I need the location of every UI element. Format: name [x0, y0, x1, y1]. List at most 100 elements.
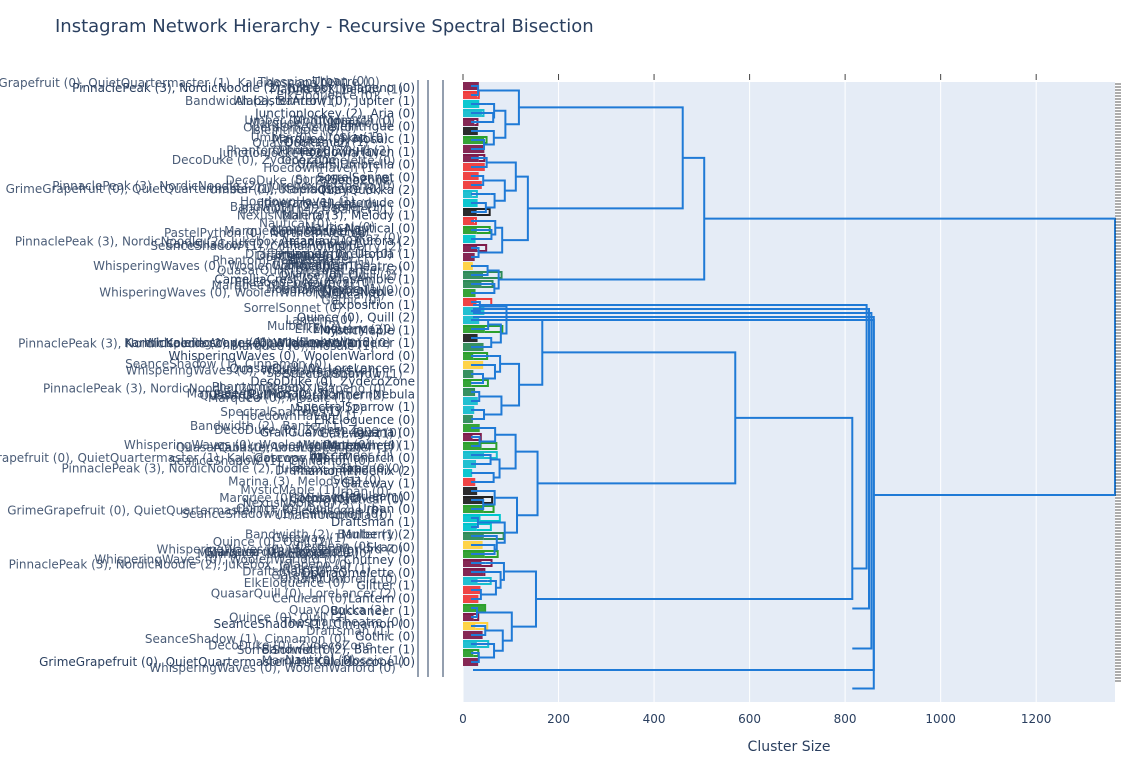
leaf-label-overlap: MysticMaple (1) — [240, 483, 335, 497]
leaf-cluster-block — [463, 82, 479, 90]
leaf-label: KarmicKaleidoscope (0), WildflowerWander… — [124, 336, 415, 350]
leaf-cluster-block — [463, 487, 478, 495]
leaf-label: Gothic (0) — [355, 630, 415, 644]
leaf-label-overlap: WhisperingWaves (0), WoolenWarlord (0) — [144, 336, 391, 350]
leaf-label: QuasarQuill (0), LoreLancer (2) — [229, 362, 415, 376]
leaf-label-overlap: Umber (0), Utopia (1) — [209, 182, 338, 196]
leaf-label: Nautical (0) — [345, 221, 415, 235]
x-tick-label-200: 200 — [547, 712, 570, 726]
leaf-label: Waterwheel (1) — [323, 438, 415, 452]
leaf-label-overlap: Marina (3), Melody (1) — [197, 547, 330, 561]
leaf-cluster-block — [463, 244, 478, 252]
lower-branch-link — [488, 323, 502, 344]
leaf-label-overlap: Quince (0), Quill (2) — [279, 268, 397, 282]
leaf-cluster-block — [463, 460, 477, 468]
leaf-cluster-block — [463, 415, 473, 423]
leaf-label-overlap: Marquee (0), Mosaic (1) — [232, 339, 375, 353]
leaf-label-overlap: SpectralSparrow (1) — [283, 367, 403, 381]
upper-branch-link — [485, 193, 496, 209]
leaf-label: PastelPython (0), NorthernNebula — [214, 387, 415, 401]
upper-branch-link — [471, 283, 496, 294]
leaf-label-overlap: Draftsman (1) — [242, 565, 326, 579]
leaf-label: Umber (0), Utopia (1) — [286, 247, 415, 261]
leaf-label: UmamiUmbrella (0) — [297, 158, 415, 172]
leaf-label-overlap: ElkEloquence (0) — [270, 547, 371, 561]
lower-branch-link — [515, 450, 539, 517]
leaf-cluster-block — [463, 289, 476, 297]
leaf-label-overlap: Marquee (0), Mosaic (1) — [219, 491, 362, 505]
leaf-label: Skaz (0) — [366, 540, 415, 554]
leaf-label-overlap: MotifMonarch (0) — [293, 113, 395, 127]
leaf-label-overlap: Skaz (0) — [333, 473, 382, 487]
leaf-label-overlap: Draftsman (1) — [256, 249, 340, 263]
leaf-label-overlap: Draftsman (1) — [281, 267, 365, 281]
upper-branch-link — [471, 175, 485, 186]
leaf-label-overlap: WhisperingWaves (0), WoolenWarlord (0) — [156, 543, 403, 557]
leaf-label-overlap: NexusNoble (0) — [243, 496, 336, 510]
leaf-label-overlap: PinnaclePeak (3), NordicNoodle (2), Juke… — [52, 179, 395, 193]
leaf-label-overlap: MotifMonarch (0) — [298, 438, 400, 452]
leaf-label-overlap: Draftsman (1) — [275, 464, 359, 478]
leaf-cluster-block — [463, 352, 474, 360]
leaf-label-overlap: PinnaclePeak (3), NordicNoodle (2), Juke… — [18, 336, 361, 350]
leaf-label: Urban (0) — [358, 502, 415, 516]
leaf-label-overlap: ElkEloquence (0) — [235, 275, 336, 289]
leaf-label-overlap: QuasarQuill (0), LoreLancer (2) — [199, 388, 385, 402]
leaf-label-overlap: SeanceShadow (1), Cinnamon (0) — [145, 632, 346, 646]
leaf-label-overlap: Waterwheel (1) — [279, 562, 371, 576]
leaf-label-overlap: QuasarQuill (0), LoreLancer (2) — [211, 586, 397, 600]
x-tick-label-1200: 1200 — [1021, 712, 1052, 726]
leaf-label-overlap: Nautical (0) — [334, 493, 404, 507]
leaf-cluster-block — [463, 370, 474, 378]
lower-branch-link — [471, 436, 481, 447]
leaf-label: Draftsman (1) — [331, 515, 415, 529]
leaf-label-overlap: UmamiUmbrella (0) — [257, 335, 375, 349]
lower-branch-link — [485, 629, 504, 652]
leaf-link — [463, 496, 494, 504]
leaf-label-overlap: SorrelSonnet (0) — [271, 225, 369, 239]
leaf-label-overlap: Draftsman (1) — [245, 247, 329, 261]
leaf-cluster-block — [463, 172, 479, 180]
leaf-label-overlap: Nautical (0) — [315, 287, 385, 301]
leaf-label: AlabasterArrow (0), Jupiter (1) — [235, 94, 415, 108]
leaf-label: GrailGuard (3), Iguana (0) — [260, 426, 415, 440]
leaf-label-overlap: Quince (0), Quill (2) — [236, 502, 354, 516]
upper-branch-link — [486, 103, 496, 119]
leaf-link — [463, 433, 482, 441]
leaf-label: IsleIntrigue (0) — [327, 119, 415, 133]
leaf-label: Glitter (1) — [356, 579, 415, 593]
leaf-link — [463, 622, 489, 630]
leaf-label-overlap: QuasarQuill (0), LoreLancer (2) — [176, 441, 362, 455]
leaf-label-overlap: DecoDuke (0), ZydecoZone — [214, 423, 379, 437]
leaf-label-overlap: OperaOmelette (0) — [243, 120, 357, 134]
leaf-cluster-block — [463, 262, 473, 270]
leaf-label-overlap: Nautical (0) — [259, 216, 329, 230]
leaf-label: Marina (3), Melody (1) — [282, 209, 415, 223]
leaf-cluster-block — [463, 298, 477, 306]
leaf-label-overlap: Glitter (1) — [287, 82, 346, 96]
leaf-label-overlap: Gateway (1) — [272, 531, 346, 545]
upper-branch-link — [483, 179, 506, 202]
plot-area — [463, 82, 1115, 702]
leaf-cluster-block — [463, 208, 477, 216]
leaf-label-overlap: Gothic (0) — [321, 293, 381, 307]
leaf-label: Marquee (0), Mosaic (1) — [272, 132, 415, 146]
leaf-cluster-block — [463, 253, 475, 261]
x-tick-label-600: 600 — [738, 712, 761, 726]
leaf-label-overlap: AlabasterArrow (0), Jupiter (1) — [213, 441, 393, 455]
leaf-label-overlap: NexusNoble (0) — [237, 209, 330, 223]
leaf-label-overlap: ElkEloquence (0) — [276, 89, 377, 103]
upper-branch-link — [478, 89, 520, 126]
leaf-label-overlap: HoedownHaven (1) — [240, 195, 355, 209]
lower-branch-link — [471, 337, 493, 348]
leaf-label-overlap: HoedownHaven (1) — [241, 409, 356, 423]
leaf-label-overlap: WhisperingWaves (0), WoolenWarlord (0) — [126, 363, 373, 377]
leaf-label: Cerulean (0) — [340, 489, 415, 503]
leaf-label-overlap: ThespianTheatre (0) — [281, 615, 404, 629]
lower-chain-link — [473, 304, 868, 570]
leaf-label-overlap: DecoDuke (0), ZydecoZone — [226, 173, 391, 187]
leaf-cluster-block — [463, 622, 476, 630]
leaf-label-overlap: Quince (0), Quill (2) — [213, 535, 331, 549]
leaf-label: PinnaclePeak (3), NordicNoodle (2), Juke… — [72, 81, 415, 95]
leaf-cluster-block — [463, 478, 476, 486]
